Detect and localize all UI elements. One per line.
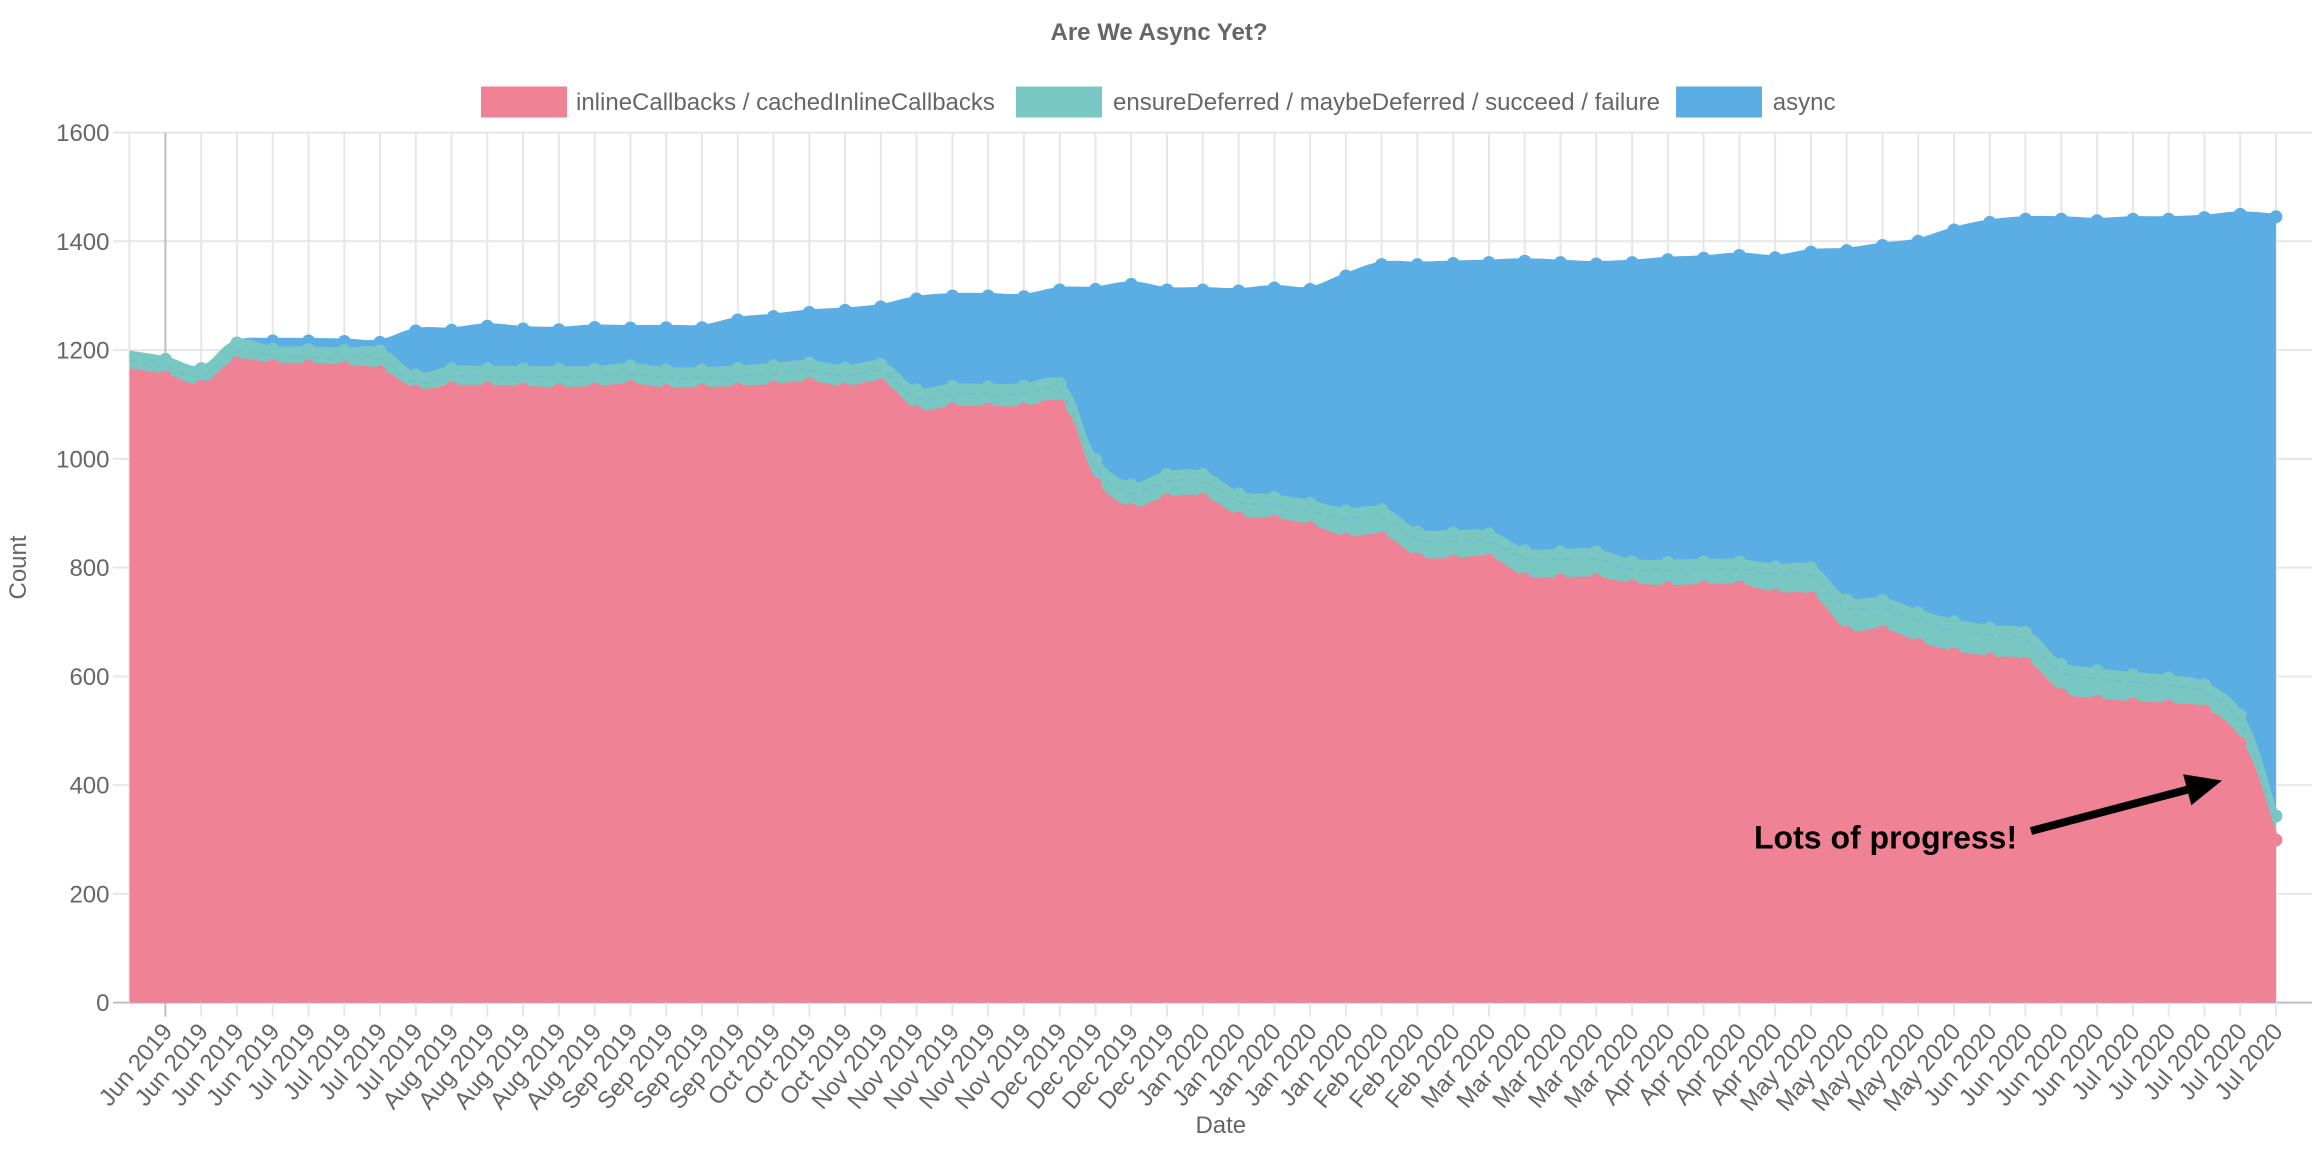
svg-text:Count: Count (5, 535, 32, 599)
svg-text:Are We Async Yet?: Are We Async Yet? (1051, 19, 1268, 46)
svg-text:1400: 1400 (56, 229, 109, 256)
svg-text:1200: 1200 (56, 338, 109, 365)
svg-text:ensureDeferred / maybeDeferred: ensureDeferred / maybeDeferred / succeed… (1113, 89, 1660, 116)
svg-text:async: async (1773, 89, 1836, 116)
svg-text:1600: 1600 (56, 120, 109, 147)
svg-text:Lots of progress!: Lots of progress! (1754, 820, 2017, 856)
svg-text:inlineCallbacks / cachedInline: inlineCallbacks / cachedInlineCallbacks (576, 89, 995, 116)
svg-text:800: 800 (69, 555, 109, 582)
svg-text:600: 600 (69, 664, 109, 691)
svg-text:200: 200 (69, 881, 109, 908)
svg-text:Date: Date (1195, 1112, 1246, 1139)
svg-text:400: 400 (69, 773, 109, 800)
svg-text:0: 0 (96, 990, 109, 1017)
svg-text:1000: 1000 (56, 446, 109, 473)
